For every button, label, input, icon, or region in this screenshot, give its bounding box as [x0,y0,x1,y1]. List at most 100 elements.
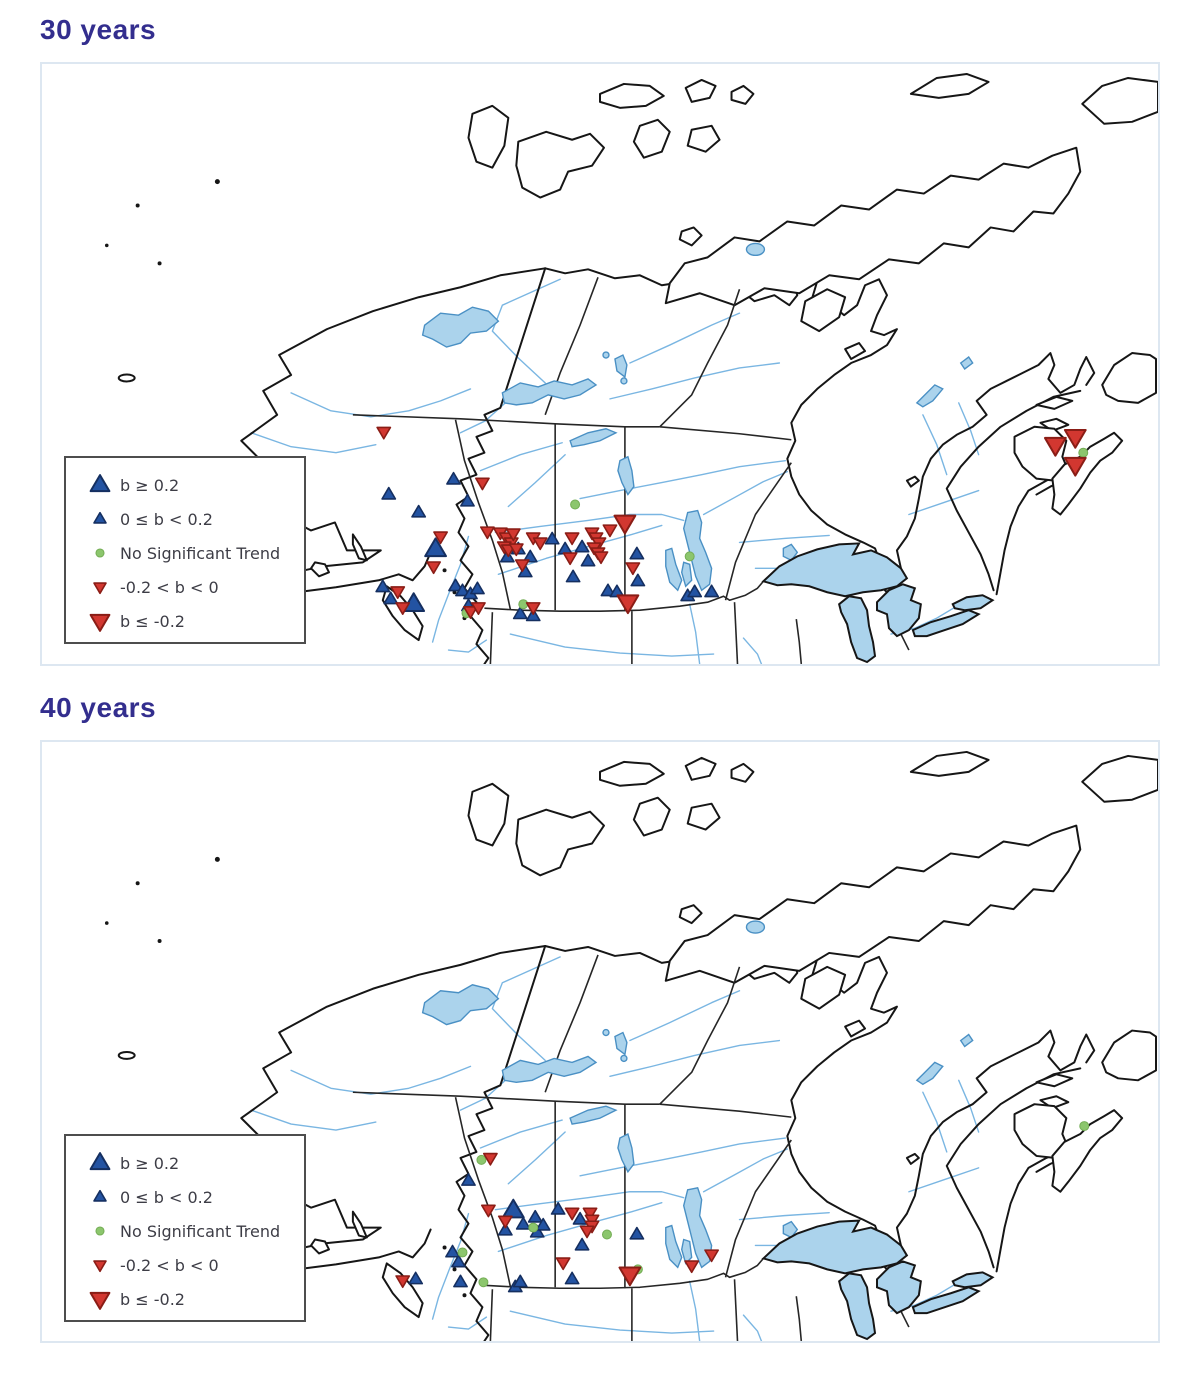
legend-item-label: 0 ≤ b < 0.2 [120,1187,213,1207]
trend-marker-dot [1079,1121,1090,1132]
trend-marker-down [480,1204,496,1218]
trend-marker-up [408,1271,424,1285]
legend-item-label: -0.2 < b < 0 [120,1255,219,1275]
trend-marker-down [433,531,448,545]
trend-marker-up [600,583,616,597]
trend-marker-up [460,493,475,507]
trend-marker-down [564,532,580,546]
trend-marker-up [687,584,703,598]
legend-down_big-icon [80,1286,120,1312]
trend-marker-dot [518,599,529,610]
trend-marker-up [381,486,397,500]
legend-item: No Significant Trend [80,1214,304,1248]
trend-marker-up [704,584,720,598]
trend-marker-up [383,591,399,605]
trend-marker-down_big [618,1266,642,1287]
legend-item-label: b ≤ -0.2 [120,1289,185,1309]
canada-map-40-years [72,750,1158,1341]
trend-marker-down [625,562,641,576]
trend-marker-down [564,1207,580,1221]
trend-marker-down [426,561,442,575]
trend-marker-up [470,581,485,595]
trend-marker-up [535,1217,551,1231]
legend-item-label: -0.2 < b < 0 [120,577,219,597]
trend-marker-down [593,551,609,565]
trend-marker-down_big [1063,456,1087,477]
legend-up-icon [80,506,120,532]
trend-marker-down [497,1215,513,1229]
trend-marker-up_big [501,1198,525,1219]
trend-marker-down [474,477,490,491]
trend-marker-dot [570,499,581,510]
trend-marker-down [579,1225,595,1239]
legend-item: b ≤ -0.2 [80,1282,304,1316]
legend-item: No Significant Trend [80,536,304,570]
legend-down-icon [80,574,120,600]
trend-marker-up [550,1201,566,1215]
trend-marker-up [580,553,596,567]
canada-map-30-years [72,72,1158,664]
legend-dot-icon [80,1218,120,1244]
legend-item-label: No Significant Trend [120,543,281,563]
trend-marker-down [395,602,411,615]
trend-marker-up [629,1226,645,1240]
legend-item: b ≥ 0.2 [80,1146,304,1180]
trend-marker-up [609,584,625,598]
trend-marker-up [93,511,107,524]
trend-marker-down_big [613,514,637,535]
trend-marker-down_big [89,1291,111,1310]
trend-marker-up_big [89,474,111,493]
trend-marker-up [630,573,646,587]
legend-item: b ≥ 0.2 [80,468,304,502]
trend-marker-down [562,552,578,566]
trend-marker-down [684,1260,700,1274]
trend-marker-up [574,539,590,553]
trend-marker-down [602,524,618,538]
trend-marker-up [93,1189,107,1202]
legend-down_big-icon [80,608,120,634]
legend-item-label: No Significant Trend [120,1221,281,1241]
legend-down-icon [80,1252,120,1278]
trend-marker-dot [601,1229,612,1240]
trend-marker-down [482,1152,498,1166]
legend-item: 0 ≤ b < 0.2 [80,502,304,536]
legend-item: b ≤ -0.2 [80,604,304,638]
trend-marker-down [525,602,541,615]
legend-item: -0.2 < b < 0 [80,1248,304,1282]
section-title-40-years: 40 years [40,692,157,723]
legend-up-icon [80,1184,120,1210]
map-panel-40-years: b ≥ 0.2 0 ≤ b < 0.2 No Significant Trend -0… [40,740,1160,1343]
trend-marker-down [463,606,478,619]
legend-up_big-icon [80,1150,120,1176]
trend-marker-up [522,549,538,563]
legend-item-label: b ≥ 0.2 [120,1153,180,1173]
legend-item: 0 ≤ b < 0.2 [80,1180,304,1214]
trend-marker-dot [457,1247,468,1258]
trend-marker-down_big [1043,436,1067,457]
trend-marker-up [564,1271,580,1285]
trend-marker-down [93,582,107,595]
trend-marker-up [446,471,461,485]
trend-marker-up [512,1274,528,1288]
legend-item-label: 0 ≤ b < 0.2 [120,509,213,529]
trend-marker-up [574,1237,590,1251]
trend-marker-dot [528,1222,539,1233]
trend-marker-up [544,531,560,545]
trend-marker-up_big [424,537,447,558]
trend-marker-up [451,1254,466,1268]
trend-marker-up [448,578,463,592]
trend-marker-down_big [1063,428,1087,449]
legend-item-label: b ≤ -0.2 [120,611,185,631]
trend-marker-up [375,579,391,593]
trend-marker-up_big [89,1152,111,1171]
trend-marker-dot [478,1277,489,1288]
trend-marker-down [93,1260,107,1273]
trend-marker-up [572,1211,588,1225]
trend-marker-up [453,1274,468,1288]
legend-up_big-icon [80,472,120,498]
trend-marker-up [445,1244,460,1258]
trend-marker-up [512,606,528,620]
legend-item-label: b ≥ 0.2 [120,475,180,495]
trend-marker-up [629,546,645,560]
